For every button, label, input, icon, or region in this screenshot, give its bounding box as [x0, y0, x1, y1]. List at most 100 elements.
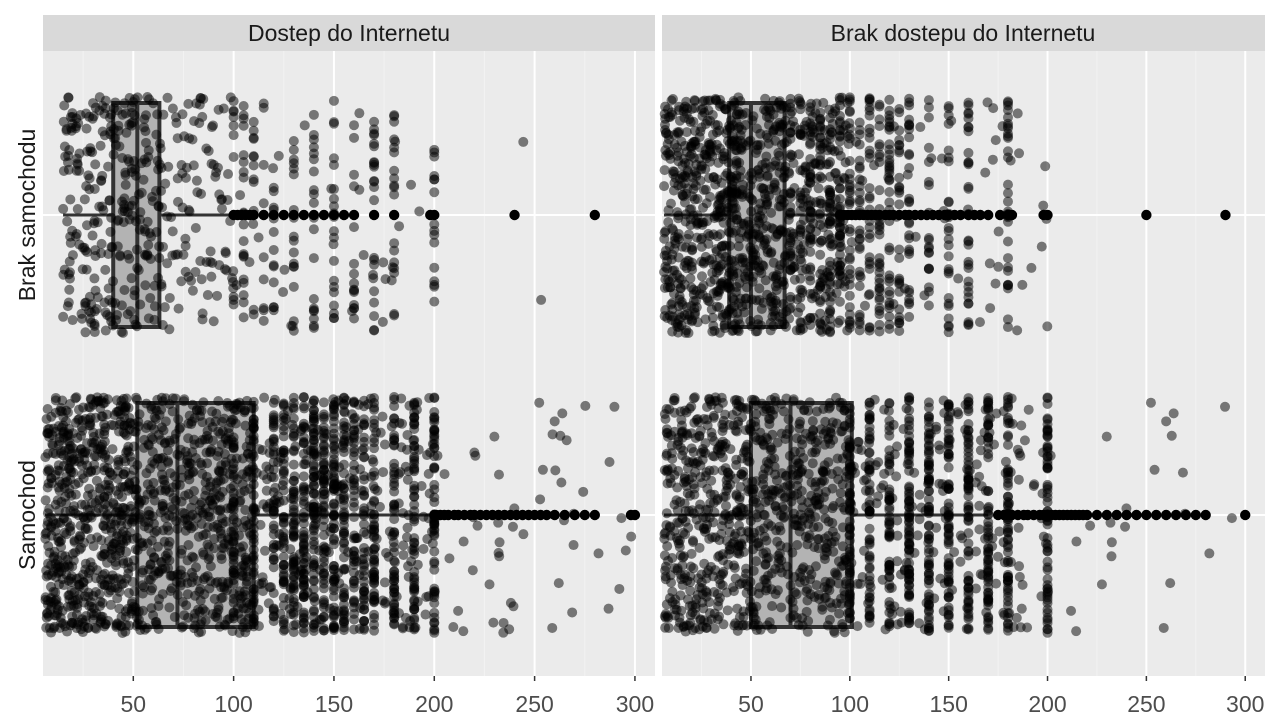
jitter-point — [559, 515, 570, 526]
jitter-point — [349, 181, 360, 192]
jitter-point — [349, 475, 360, 486]
jitter-point — [239, 405, 250, 416]
jitter-point — [268, 227, 279, 238]
jitter-point — [1017, 279, 1028, 290]
jitter-point — [547, 429, 558, 440]
jitter-point — [993, 226, 1004, 237]
jitter-point — [296, 424, 307, 435]
jitter-point — [369, 195, 380, 206]
jitter-point — [427, 538, 438, 549]
jitter-point — [110, 133, 121, 144]
jitter-point — [409, 574, 420, 585]
jitter-point — [235, 190, 246, 201]
jitter-point — [369, 254, 380, 265]
jitter-point — [108, 320, 119, 331]
jitter-point — [687, 264, 698, 275]
jitter-point — [722, 605, 733, 616]
outlier-point — [994, 209, 1006, 221]
jitter-point — [429, 546, 440, 557]
jitter-point — [158, 109, 169, 120]
jitter-point — [804, 397, 815, 408]
jitter-point — [65, 194, 76, 205]
jitter-point — [389, 189, 400, 200]
jitter-point — [713, 199, 724, 210]
jitter-point — [180, 233, 191, 244]
jitter-point — [825, 287, 836, 298]
jitter-point — [189, 613, 200, 624]
jitter-point — [81, 181, 92, 192]
jitter-point — [179, 490, 190, 501]
jitter-point — [153, 429, 164, 440]
jitter-point — [230, 418, 241, 429]
jitter-point — [359, 418, 370, 429]
jitter-point — [349, 491, 360, 502]
jitter-point — [864, 259, 875, 270]
jitter-point — [44, 431, 55, 442]
outlier-point — [338, 209, 350, 221]
jitter-point — [806, 207, 817, 218]
jitter-point — [126, 273, 137, 284]
jitter-point — [300, 459, 311, 470]
jitter-point — [660, 113, 671, 124]
jitter-point — [368, 273, 379, 284]
jitter-point — [818, 97, 829, 108]
jitter-point — [126, 107, 137, 118]
jitter-point — [316, 505, 327, 516]
jitter-point — [261, 485, 272, 496]
outlier-point — [1101, 509, 1113, 521]
jitter-point — [187, 285, 198, 296]
jitter-point — [328, 483, 339, 494]
jitter-point — [154, 252, 165, 263]
jitter-point — [408, 435, 419, 446]
jitter-point — [62, 216, 73, 227]
jitter-point — [894, 325, 905, 336]
jitter-point — [665, 147, 676, 158]
jitter-point — [308, 197, 319, 208]
jitter-point — [409, 533, 420, 544]
jitter-point — [1002, 112, 1013, 123]
jitter-point — [429, 426, 440, 437]
jitter-point — [397, 622, 408, 633]
jitter-point — [864, 204, 875, 215]
jitter-point — [974, 317, 985, 328]
jitter-point — [708, 465, 719, 476]
jitter-point — [943, 293, 954, 304]
jitter-point — [730, 188, 741, 199]
jitter-point — [108, 103, 119, 114]
outlier-point — [955, 209, 966, 221]
jitter-point — [308, 212, 319, 223]
jitter-point — [169, 433, 180, 444]
jitter-point — [864, 222, 875, 233]
jitter-point — [816, 235, 827, 246]
jitter-point — [60, 551, 71, 562]
jitter-point — [164, 602, 175, 613]
jitter-point — [472, 520, 483, 531]
jitter-point — [268, 277, 279, 288]
jitter-point — [883, 172, 894, 183]
jitter-point — [874, 302, 885, 313]
jitter-point — [288, 571, 299, 582]
jitter-point — [863, 290, 874, 301]
jitter-point — [308, 293, 319, 304]
jitter-point — [795, 104, 806, 115]
jitter-point — [369, 415, 380, 426]
jitter-point — [288, 486, 299, 497]
jitter-point — [86, 608, 97, 619]
jitter-point — [90, 465, 101, 476]
jitter-point — [349, 595, 360, 606]
jitter-point — [70, 489, 81, 500]
jitter-point — [248, 125, 259, 136]
jitter-point — [128, 465, 139, 476]
jitter-point — [728, 320, 739, 331]
jitter-point — [183, 470, 194, 481]
jitter-point — [389, 173, 400, 184]
jitter-point — [238, 172, 249, 183]
jitter-point — [79, 621, 90, 632]
jitter-point — [904, 163, 915, 174]
jitter-point — [379, 577, 390, 588]
jitter-point — [121, 127, 132, 138]
jitter-point — [183, 433, 194, 444]
jitter-point — [119, 98, 130, 109]
jitter-point — [504, 624, 515, 635]
jitter-point — [248, 304, 259, 315]
